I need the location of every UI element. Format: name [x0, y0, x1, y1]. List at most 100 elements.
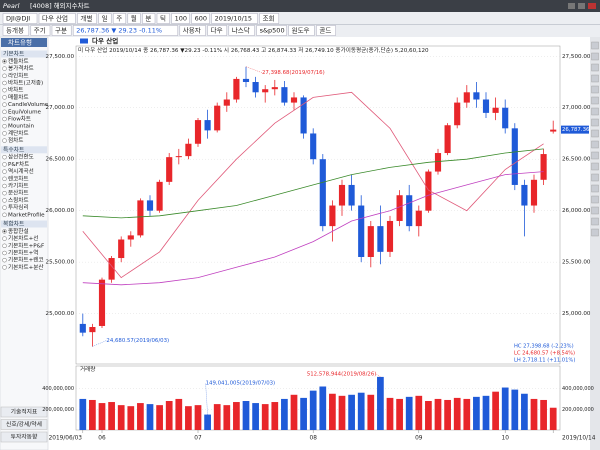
toolbar-button[interactable]: [288, 25, 315, 36]
toolbar-button[interactable]: [77, 13, 97, 24]
radio-button[interactable]: [2, 212, 7, 218]
chart-type-option[interactable]: Mountain: [8, 124, 35, 130]
chart-type-option[interactable]: 봉가격차트: [8, 64, 34, 72]
tool-icon[interactable]: [591, 151, 599, 160]
chart-type-option[interactable]: 삼선전환도: [8, 153, 34, 161]
tool-icon[interactable]: [591, 118, 599, 127]
left-button[interactable]: [0, 431, 48, 443]
toolbar-label[interactable]: 나스닥: [232, 26, 250, 35]
radio-button[interactable]: [2, 250, 7, 256]
chart-type-option[interactable]: 역시계곡선: [8, 167, 34, 175]
toolbar-button[interactable]: [211, 13, 258, 24]
chart-type-option[interactable]: 라인차트: [8, 71, 29, 79]
tool-icon[interactable]: [591, 140, 599, 149]
toolbar-button[interactable]: [127, 13, 141, 24]
left-button-label[interactable]: 투자자동향: [11, 433, 38, 441]
radio-button[interactable]: [2, 109, 7, 115]
radio-button[interactable]: [2, 236, 7, 241]
chart-type-option[interactable]: 기본차트+분산: [8, 263, 44, 271]
radio-button[interactable]: [2, 154, 7, 160]
toolbar-label[interactable]: 2019/10/15: [215, 15, 252, 23]
tool-icon[interactable]: [591, 206, 599, 215]
toolbar-label[interactable]: 월: [131, 14, 137, 23]
radio-button[interactable]: [2, 123, 7, 129]
toolbar-label[interactable]: s&p500: [260, 27, 285, 35]
radio-button[interactable]: [2, 95, 7, 100]
toolbar-label[interactable]: 골드: [319, 27, 331, 35]
toolbar-label[interactable]: 일: [102, 14, 108, 23]
chart-type-option[interactable]: 분산차트: [8, 189, 29, 197]
chart-type-option[interactable]: 기본차트+렌코: [8, 256, 44, 264]
chart-type-option[interactable]: P&F차트: [8, 160, 29, 168]
toolbar-label[interactable]: 주: [116, 15, 122, 23]
tool-icon[interactable]: [591, 129, 599, 138]
tool-icon[interactable]: [591, 184, 599, 193]
toolbar-button[interactable]: [228, 25, 255, 36]
left-button-label[interactable]: 신호/강세/약세: [6, 420, 42, 428]
toolbar-label[interactable]: 동개봉: [6, 26, 24, 35]
toolbar-label[interactable]: 개별: [80, 14, 92, 23]
radio-button[interactable]: [2, 198, 7, 203]
toolbar-label[interactable]: 다우: [211, 26, 223, 35]
chart-type-option[interactable]: 계단차트: [8, 129, 29, 137]
maximize-button[interactable]: [578, 3, 585, 9]
radio-button[interactable]: [2, 80, 7, 86]
radio-button[interactable]: [2, 73, 7, 79]
radio-button[interactable]: [2, 66, 7, 71]
radio-button[interactable]: [2, 169, 7, 174]
tool-icon[interactable]: [591, 162, 599, 171]
chart-type-option[interactable]: 바차트(고저종): [8, 79, 43, 87]
chart-type-option[interactable]: 기본차트+P&F: [8, 241, 44, 249]
chart-type-option[interactable]: 종합한설: [8, 227, 29, 235]
toolbar-button[interactable]: [171, 13, 190, 24]
chart-type-option[interactable]: 카기차트: [8, 182, 29, 190]
toolbar-label[interactable]: 분: [145, 15, 151, 23]
radio-button[interactable]: [2, 131, 7, 136]
tool-icon[interactable]: [591, 173, 599, 182]
toolbar-label[interactable]: 구분: [55, 27, 67, 35]
tool-icon[interactable]: [591, 107, 599, 116]
chart-type-option[interactable]: 캔들차트: [8, 57, 29, 65]
chart-type-option[interactable]: MarketProfile: [8, 212, 45, 218]
radio-button[interactable]: [2, 176, 7, 182]
chart-type-option[interactable]: 바차트: [8, 86, 23, 94]
toolbar-label[interactable]: 600: [195, 15, 207, 23]
chart-type-option[interactable]: 기본차트+선: [8, 234, 38, 242]
toolbar-label[interactable]: 주기: [34, 26, 46, 35]
toolbar-button[interactable]: [256, 25, 287, 36]
chart-type-option[interactable]: 매물차트: [8, 93, 29, 101]
radio-button[interactable]: [2, 138, 7, 143]
toolbar-button[interactable]: [98, 13, 112, 24]
tool-icon[interactable]: [591, 52, 599, 61]
toolbar-button[interactable]: [2, 13, 38, 24]
tool-icon[interactable]: [591, 195, 599, 204]
chart-type-option[interactable]: 기본차트+역: [8, 249, 38, 257]
toolbar-button[interactable]: [112, 13, 127, 24]
toolbar-button[interactable]: [38, 13, 76, 24]
toolbar-button[interactable]: [316, 25, 336, 36]
chart-type-option[interactable]: 투자심리: [8, 203, 29, 211]
close-button[interactable]: [588, 3, 596, 9]
radio-button[interactable]: [2, 190, 7, 196]
chart-type-option[interactable]: EquiVolume: [8, 109, 42, 115]
toolbar-label[interactable]: 다우 산업: [42, 14, 68, 23]
toolbar-button[interactable]: [259, 13, 280, 24]
toolbar-label[interactable]: 조회: [263, 15, 275, 23]
radio-button[interactable]: [2, 87, 7, 93]
radio-button[interactable]: [2, 183, 7, 189]
left-button[interactable]: [0, 406, 48, 418]
chart-type-option[interactable]: 스윙차트: [8, 196, 29, 204]
tool-icon[interactable]: [591, 41, 599, 50]
chart-type-option[interactable]: 렌코차트: [8, 174, 29, 182]
toolbar-button[interactable]: [51, 25, 72, 36]
toolbar-button[interactable]: [30, 25, 51, 36]
toolbar-label[interactable]: DJI@DJI: [6, 15, 30, 23]
toolbar-button[interactable]: [142, 13, 156, 24]
chart-type-option[interactable]: CandleVolume: [8, 102, 49, 108]
toolbar-label[interactable]: 26,787.36 ▼ 29.23 -0.11%: [76, 27, 162, 35]
chart-type-option[interactable]: Flow차트: [8, 115, 31, 123]
radio-button[interactable]: [2, 102, 7, 107]
toolbar-label[interactable]: 원도우: [292, 26, 310, 35]
toolbar-button[interactable]: [156, 13, 170, 24]
radio-button[interactable]: [2, 162, 7, 167]
